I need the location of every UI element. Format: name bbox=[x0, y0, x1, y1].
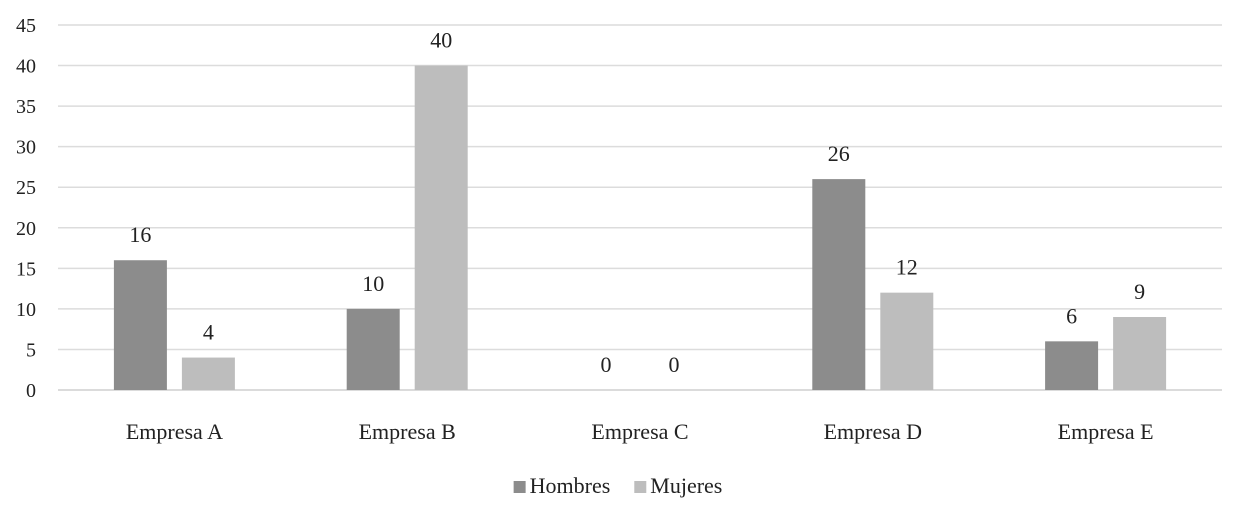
legend: Hombres Mujeres bbox=[513, 473, 722, 498]
legend-label: Hombres bbox=[530, 473, 611, 498]
y-tick-label: 10 bbox=[16, 299, 36, 321]
legend-item-mujeres: Mujeres bbox=[634, 473, 722, 498]
data-label: 4 bbox=[203, 320, 214, 345]
y-tick-label: 15 bbox=[16, 258, 36, 280]
bar-mujeres-5 bbox=[1113, 317, 1167, 390]
bar-hombres-1 bbox=[113, 260, 167, 390]
legend-items: Hombres Mujeres bbox=[513, 473, 722, 498]
y-tick-label: 35 bbox=[16, 96, 36, 118]
gridlines bbox=[58, 24, 1222, 391]
legend-swatch bbox=[513, 481, 526, 493]
bar-mujeres-1 bbox=[181, 357, 235, 390]
data-label: 0 bbox=[669, 352, 680, 377]
data-label: 6 bbox=[1066, 303, 1077, 328]
y-axis-ticks: 0 5 10 15 20 25 30 35 40 45 bbox=[16, 15, 36, 402]
x-category-label: Empresa E bbox=[1058, 419, 1154, 444]
legend-label: Mujeres bbox=[650, 473, 722, 498]
legend-swatch bbox=[634, 481, 647, 493]
data-label: 16 bbox=[129, 222, 151, 247]
y-tick-label: 25 bbox=[16, 177, 36, 199]
data-label: 12 bbox=[896, 255, 918, 280]
bar-mujeres-2 bbox=[414, 65, 468, 391]
data-label: 0 bbox=[601, 352, 612, 377]
x-axis-categories: Empresa A Empresa B Empresa C Empresa D Empr… bbox=[126, 419, 1154, 444]
x-category-label: Empresa A bbox=[126, 419, 223, 444]
bar-hombres-5 bbox=[1045, 341, 1099, 390]
y-tick-label: 30 bbox=[16, 137, 36, 159]
data-label: 26 bbox=[828, 141, 850, 166]
x-category-label: Empresa C bbox=[591, 419, 688, 444]
bar-mujeres-4 bbox=[880, 292, 934, 390]
data-label: 10 bbox=[362, 271, 384, 296]
x-category-label: Empresa B bbox=[359, 419, 456, 444]
x-category-label: Empresa D bbox=[824, 419, 922, 444]
bars bbox=[113, 65, 1167, 391]
legend-item-hombres: Hombres bbox=[513, 473, 611, 498]
y-tick-label: 0 bbox=[26, 380, 36, 402]
y-tick-label: 20 bbox=[16, 218, 36, 240]
bar-hombres-2 bbox=[346, 308, 400, 390]
y-tick-label: 45 bbox=[16, 15, 36, 37]
data-labels: 16 4 10 40 0 0 26 12 6 9 bbox=[129, 28, 1145, 377]
y-tick-label: 5 bbox=[26, 339, 36, 361]
data-label: 9 bbox=[1134, 279, 1145, 304]
bar-hombres-4 bbox=[812, 179, 866, 390]
data-label: 40 bbox=[430, 28, 452, 53]
y-tick-label: 40 bbox=[16, 56, 36, 78]
